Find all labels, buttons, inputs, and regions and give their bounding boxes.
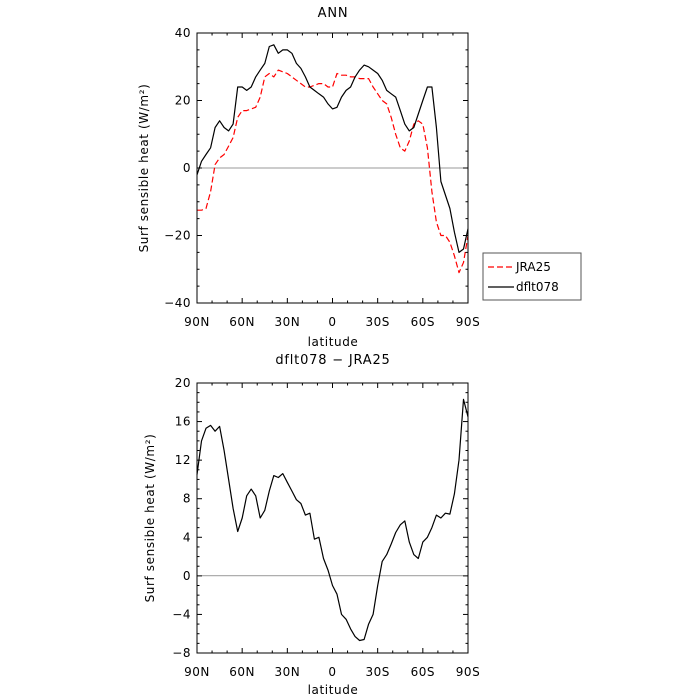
x-tick-label: 60S <box>411 665 435 679</box>
y-tick-label: 16 <box>175 415 191 429</box>
x-tick-label: 90S <box>456 315 480 329</box>
y-axis-title: Surf sensible heat (W/m²) <box>143 434 157 603</box>
y-tick-label: 12 <box>175 453 191 467</box>
series-line-dflt078 <box>196 44 469 253</box>
y-tick-label: 8 <box>183 492 191 506</box>
x-tick-label: 30S <box>365 315 389 329</box>
legend-label-jra25: JRA25 <box>515 260 551 274</box>
x-tick-label: 0 <box>328 665 336 679</box>
x-tick-label: 60N <box>229 315 255 329</box>
x-tick-label: 60S <box>411 315 435 329</box>
y-tick-label: 4 <box>183 530 191 544</box>
y-tick-label: −40 <box>164 296 191 310</box>
y-tick-label: 0 <box>183 161 191 175</box>
y-axis: −40 −20 0 20 40 <box>164 26 468 310</box>
y-tick-label: 0 <box>183 569 191 583</box>
x-tick-label: 0 <box>328 315 336 329</box>
y-axis: −8 −4 0 4 8 12 16 20 <box>172 376 468 660</box>
y-axis-title: Surf sensible heat (W/m²) <box>137 84 151 253</box>
x-axis-title: latitude <box>308 683 359 697</box>
chart-annual-sensible-heat: ANN −40 −20 0 20 40 90N 60N 30N 0 30S 60S 90S lati… <box>137 6 582 349</box>
y-tick-label: −20 <box>164 229 191 243</box>
legend-label-dflt078: dflt078 <box>516 280 559 294</box>
series-line-difference <box>196 398 469 642</box>
legend-box <box>482 252 582 301</box>
chart-difference-sensible-heat: dflt078 − JRA25 −8 −4 0 4 8 12 16 20 90N 60N 30N 0… <box>143 353 480 697</box>
x-tick-label: 30S <box>365 665 389 679</box>
series-layer <box>196 44 469 274</box>
x-axis-title: latitude <box>308 335 359 349</box>
series-line-jra25 <box>197 69 469 274</box>
chart-title: ANN <box>318 6 349 21</box>
x-axis: 90N 60N 30N 0 30S 60S 90S <box>184 33 480 329</box>
y-tick-label: −4 <box>172 607 191 621</box>
x-tick-label: 90N <box>184 665 210 679</box>
chart-title: dflt078 − JRA25 <box>275 353 390 368</box>
legend: JRA25 dflt078 <box>482 252 582 301</box>
y-tick-label: −8 <box>172 646 191 660</box>
x-tick-label: 30N <box>274 315 300 329</box>
y-tick-label: 40 <box>175 26 191 40</box>
y-tick-label: 20 <box>175 376 191 390</box>
plot-frame <box>196 382 469 654</box>
y-tick-label: 20 <box>175 94 191 108</box>
x-tick-label: 90N <box>184 315 210 329</box>
x-tick-label: 30N <box>274 665 300 679</box>
x-tick-label: 60N <box>229 665 255 679</box>
x-axis: 90N 60N 30N 0 30S 60S 90S <box>184 383 480 679</box>
x-tick-label: 90S <box>456 665 480 679</box>
series-layer <box>196 398 469 642</box>
